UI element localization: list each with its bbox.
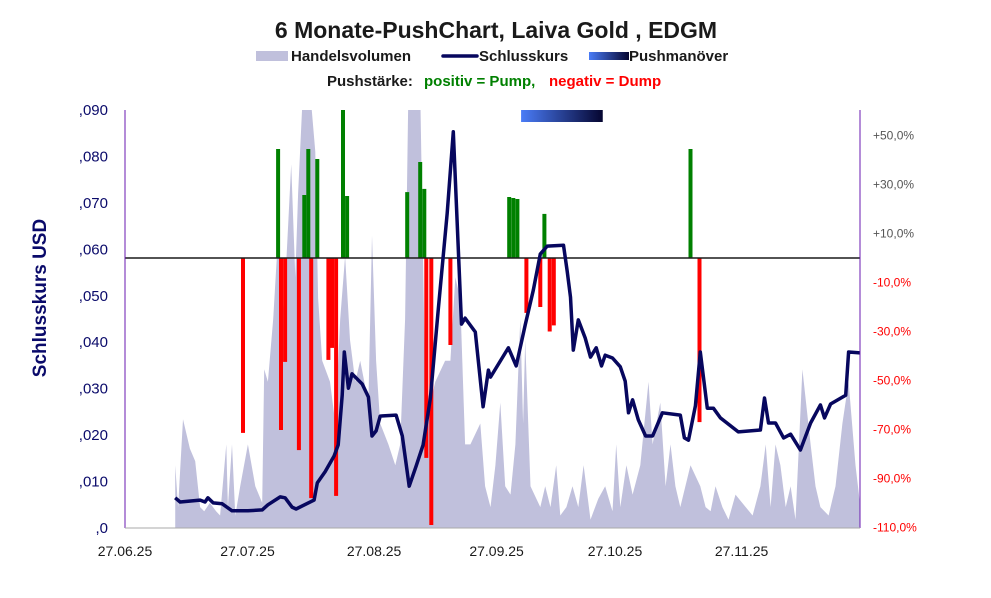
pump-bar bbox=[315, 159, 320, 258]
y-tick-label: ,020 bbox=[79, 427, 108, 444]
pump-bar bbox=[511, 198, 516, 258]
push-strength-bars bbox=[241, 110, 702, 525]
x-tick-label: 27.06.25 bbox=[98, 543, 153, 559]
x-tick-label: 27.07.25 bbox=[220, 543, 275, 559]
dump-bar bbox=[448, 258, 453, 345]
legend-negative-label: negativ = Dump bbox=[549, 73, 661, 90]
y2-tick-label: +10,0% bbox=[873, 227, 914, 241]
y2-tick-label: -90,0% bbox=[873, 472, 911, 486]
legend: Handelsvolumen Schlusskurs Pushmanöver P… bbox=[256, 48, 728, 90]
pump-bar bbox=[688, 149, 693, 258]
pump-bar bbox=[515, 199, 520, 258]
x-axis-ticks: 27.06.25 27.07.25 27.08.25 27.09.25 27.10.25… bbox=[98, 543, 769, 559]
y-axis-title: Schlusskurs USD bbox=[30, 219, 51, 377]
dump-bar bbox=[279, 258, 283, 430]
dump-bar bbox=[551, 258, 556, 326]
dump-bar bbox=[538, 258, 543, 307]
pump-bar bbox=[276, 149, 281, 258]
volume-area bbox=[175, 110, 860, 528]
y2-tick-label: -110,0% bbox=[873, 521, 917, 535]
y-tick-label: ,050 bbox=[79, 288, 108, 305]
y2-tick-label: +30,0% bbox=[873, 178, 914, 192]
y2-tick-label: -70,0% bbox=[873, 423, 911, 437]
pump-bar bbox=[422, 188, 427, 258]
x-tick-label: 27.10.25 bbox=[588, 543, 643, 559]
dump-bar bbox=[296, 258, 301, 451]
legend-push-label: Pushmanöver bbox=[629, 48, 728, 65]
dump-bar bbox=[241, 258, 245, 433]
legend-positive-label: positiv = Pump, bbox=[424, 73, 535, 90]
y2-tick-label: -10,0% bbox=[873, 276, 911, 290]
legend-strength-label: Pushstärke: bbox=[327, 73, 413, 90]
y2-tick-label: +50,0% bbox=[873, 129, 914, 143]
y-tick-label: ,010 bbox=[79, 474, 108, 491]
pump-bar bbox=[418, 162, 423, 258]
legend-close-label: Schlusskurs bbox=[479, 48, 568, 65]
dump-bar bbox=[424, 258, 429, 458]
y2-tick-label: -50,0% bbox=[873, 374, 911, 388]
y-tick-label: ,080 bbox=[79, 148, 108, 165]
close-price-polyline bbox=[174, 130, 860, 513]
y-tick-label: ,0 bbox=[95, 520, 108, 537]
dump-bar bbox=[524, 258, 529, 313]
chart-title: 6 Monate-PushChart, Laiva Gold , EDGM bbox=[275, 17, 717, 43]
y-tick-label: ,090 bbox=[79, 102, 108, 119]
pump-bar bbox=[542, 213, 547, 258]
dump-bar bbox=[283, 258, 288, 362]
dump-bar bbox=[309, 258, 314, 499]
right-axis-ticks: +50,0% +30,0% +10,0% -10,0% -30,0% -50,0% -70,… bbox=[873, 129, 917, 535]
pump-bar bbox=[306, 149, 311, 258]
pump-bar bbox=[507, 197, 512, 258]
dump-bar bbox=[326, 258, 331, 360]
y-tick-label: ,070 bbox=[79, 195, 108, 212]
pump-bar bbox=[405, 192, 410, 258]
close-price-line bbox=[174, 130, 860, 513]
x-tick-label: 27.08.25 bbox=[347, 543, 402, 559]
dump-bar bbox=[697, 258, 702, 423]
push-maneuver-marker bbox=[521, 110, 603, 122]
dump-bar bbox=[547, 258, 552, 332]
pump-bar bbox=[302, 195, 307, 258]
x-tick-label: 27.11.25 bbox=[715, 543, 769, 559]
dump-bar bbox=[334, 258, 339, 496]
pump-bar bbox=[345, 196, 350, 258]
dump-bar bbox=[330, 258, 334, 348]
y-tick-label: ,040 bbox=[79, 334, 108, 351]
y-tick-label: ,060 bbox=[79, 241, 108, 258]
left-axis-ticks: ,0 ,010 ,020 ,030 ,040 ,050 ,060 ,070 ,080 ,090 bbox=[79, 102, 108, 537]
legend-volume-swatch bbox=[256, 51, 288, 61]
volume-area-path bbox=[175, 110, 860, 528]
y-tick-label: ,030 bbox=[79, 381, 108, 398]
x-tick-label: 27.09.25 bbox=[469, 543, 524, 559]
legend-push-swatch bbox=[589, 52, 629, 60]
legend-volume-label: Handelsvolumen bbox=[291, 48, 411, 65]
pump-bar bbox=[341, 110, 345, 258]
y2-tick-label: -30,0% bbox=[873, 325, 911, 339]
